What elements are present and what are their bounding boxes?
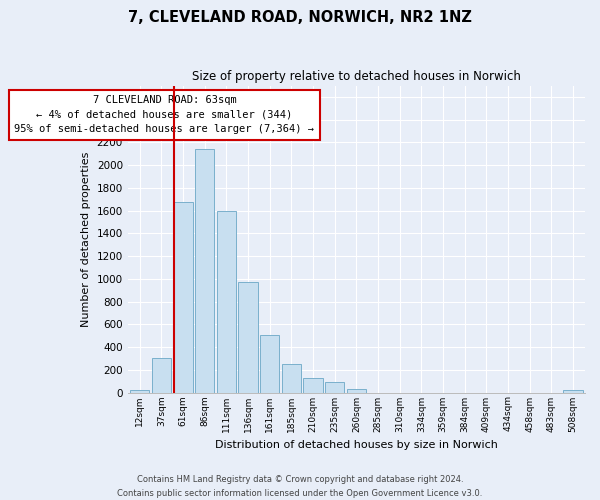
Bar — [347, 389, 366, 392]
Bar — [260, 334, 280, 392]
Bar — [563, 390, 583, 392]
Text: Contains HM Land Registry data © Crown copyright and database right 2024.
Contai: Contains HM Land Registry data © Crown c… — [118, 476, 482, 498]
Text: 7, CLEVELAND ROAD, NORWICH, NR2 1NZ: 7, CLEVELAND ROAD, NORWICH, NR2 1NZ — [128, 10, 472, 25]
Bar — [304, 378, 323, 392]
Y-axis label: Number of detached properties: Number of detached properties — [81, 152, 91, 326]
Bar — [217, 210, 236, 392]
Bar — [130, 390, 149, 392]
Bar — [195, 149, 214, 392]
Bar — [238, 282, 258, 393]
Text: 7 CLEVELAND ROAD: 63sqm
← 4% of detached houses are smaller (344)
95% of semi-de: 7 CLEVELAND ROAD: 63sqm ← 4% of detached… — [14, 95, 314, 134]
Bar — [173, 202, 193, 392]
Bar — [281, 364, 301, 392]
Bar — [152, 358, 171, 392]
X-axis label: Distribution of detached houses by size in Norwich: Distribution of detached houses by size … — [215, 440, 498, 450]
Title: Size of property relative to detached houses in Norwich: Size of property relative to detached ho… — [192, 70, 521, 83]
Bar — [325, 382, 344, 392]
